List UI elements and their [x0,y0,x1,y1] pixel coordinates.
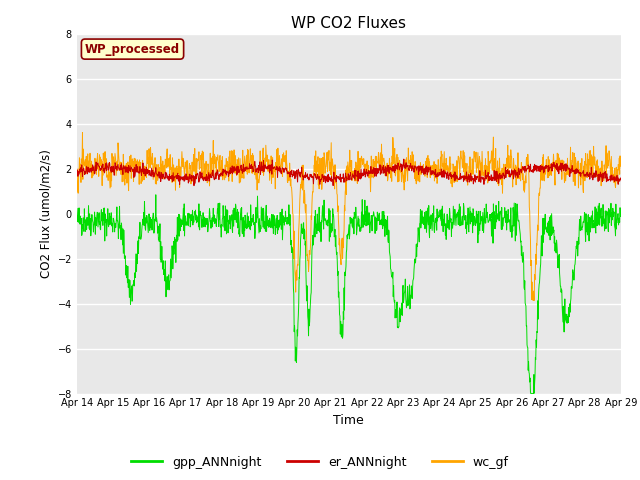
gpp_ANNnight [553,241,561,247]
gpp_ANNnight [505,219,513,225]
wc_gf [73,190,81,196]
er_ANNnight [195,173,202,179]
gpp_ANNnight [73,214,81,219]
er_ANNnight [73,168,81,174]
gpp_ANNnight [152,192,159,198]
wc_gf [79,130,86,135]
er_ANNnight [190,183,198,189]
gpp_ANNnight [527,391,534,396]
Line: gpp_ANNnight: gpp_ANNnight [77,195,621,394]
gpp_ANNnight [434,218,442,224]
er_ANNnight [434,174,442,180]
Title: WP CO2 Fluxes: WP CO2 Fluxes [291,16,406,31]
X-axis label: Time: Time [333,414,364,427]
wc_gf [531,298,538,303]
er_ANNnight [255,168,263,173]
er_ANNnight [505,168,513,173]
Legend: gpp_ANNnight, er_ANNnight, wc_gf: gpp_ANNnight, er_ANNnight, wc_gf [126,451,514,474]
Line: wc_gf: wc_gf [77,132,621,300]
wc_gf [505,174,513,180]
er_ANNnight [617,176,625,182]
gpp_ANNnight [255,230,263,236]
gpp_ANNnight [195,213,202,218]
wc_gf [553,160,561,166]
er_ANNnight [400,156,408,162]
gpp_ANNnight [617,212,625,217]
wc_gf [617,163,625,169]
wc_gf [434,176,442,182]
er_ANNnight [553,167,561,173]
gpp_ANNnight [181,219,189,225]
wc_gf [195,156,202,162]
wc_gf [255,180,263,186]
er_ANNnight [180,173,188,179]
wc_gf [181,163,189,169]
Y-axis label: CO2 Flux (umol/m2/s): CO2 Flux (umol/m2/s) [39,149,52,278]
Line: er_ANNnight: er_ANNnight [77,159,621,186]
Text: WP_processed: WP_processed [85,43,180,56]
